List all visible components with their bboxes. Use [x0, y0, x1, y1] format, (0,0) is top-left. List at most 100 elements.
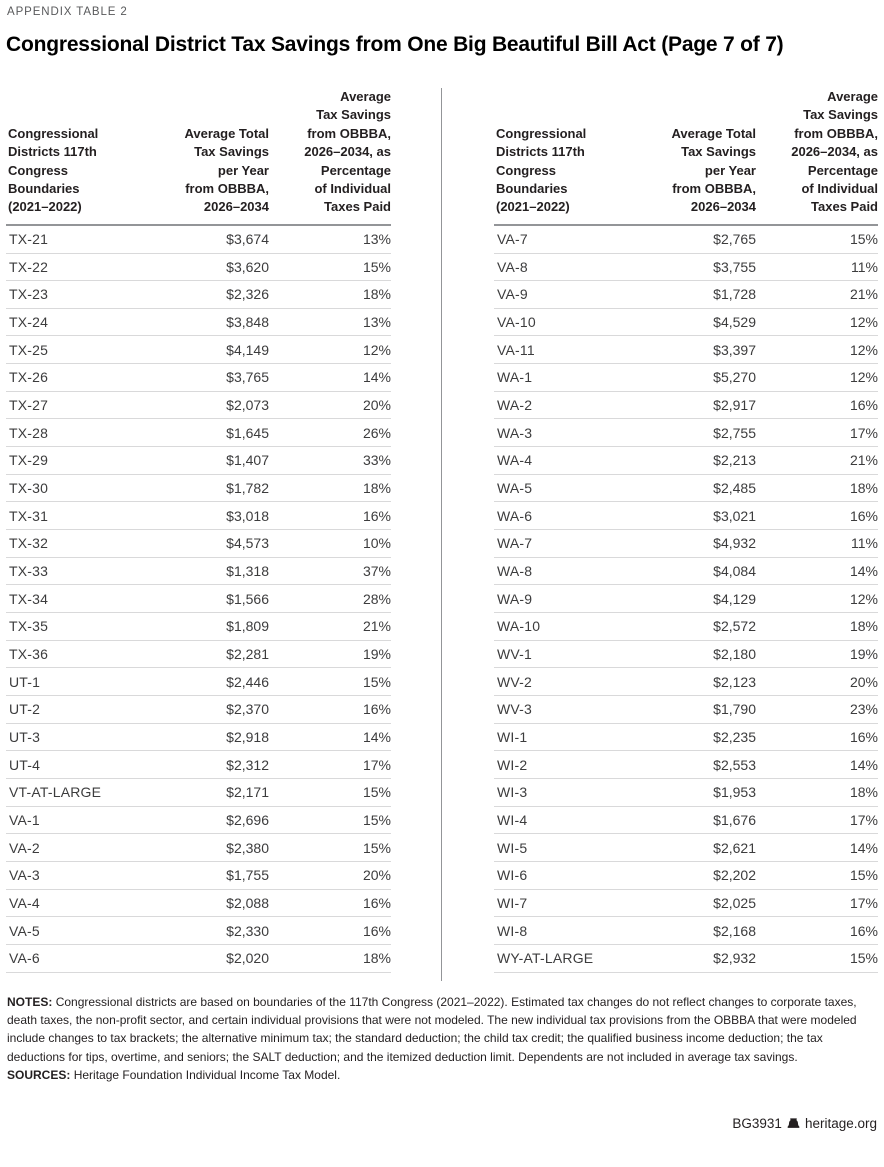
savings-cell: $2,073	[226, 397, 269, 414]
district-cell: WI-4	[497, 811, 528, 828]
percentage-cell: 11%	[851, 258, 878, 275]
district-cell: VA-2	[9, 839, 40, 856]
table-row: WA-2 $2,917 16%	[494, 392, 878, 420]
district-cell: VA-10	[497, 314, 536, 331]
district-cell: WA-3	[497, 424, 533, 441]
district-cell: TX-36	[9, 646, 49, 663]
savings-cell: $2,330	[226, 922, 269, 939]
savings-cell: $3,397	[713, 341, 756, 358]
percentage-cell: 11%	[851, 535, 878, 552]
district-cell: TX-34	[9, 590, 49, 607]
district-cell: WI-7	[497, 894, 528, 911]
percentage-cell: 21%	[849, 286, 878, 303]
table-header-row: Congressional Districts 117th Congress B…	[6, 88, 391, 226]
table-row: WI-8 $2,168 16%	[494, 917, 878, 945]
column-header-savings: Average Total Tax Savings per Year from …	[184, 125, 269, 215]
table-row: TX-22 $3,620 15%	[6, 254, 391, 282]
savings-cell: $2,123	[713, 673, 756, 690]
sources-label: SOURCES:	[7, 1068, 71, 1083]
table-row: WA-8 $4,084 14%	[494, 558, 878, 586]
table-row: WI-2 $2,553 14%	[494, 751, 878, 779]
table-row: VA-10 $4,529 12%	[494, 309, 878, 337]
table-row: VA-1 $2,696 15%	[6, 807, 391, 835]
table-header-row: Congressional Districts 117th Congress B…	[494, 88, 878, 226]
table-row: VA-7 $2,765 15%	[494, 226, 878, 254]
column-header-district: Congressional Districts 117th Congress B…	[8, 125, 99, 215]
page-title: Congressional District Tax Savings from …	[6, 33, 784, 56]
savings-cell: $3,620	[226, 258, 269, 275]
sources-paragraph: SOURCES: Heritage Foundation Individual …	[7, 1066, 878, 1084]
percentage-cell: 20%	[362, 397, 391, 414]
table-row: WA-6 $3,021 16%	[494, 502, 878, 531]
district-cell: WA-1	[497, 369, 533, 386]
savings-cell: $3,755	[713, 258, 756, 275]
district-cell: VA-4	[9, 894, 40, 911]
percentage-cell: 16%	[849, 507, 878, 524]
savings-cell: $1,318	[226, 563, 269, 580]
district-cell: TX-33	[9, 563, 49, 580]
district-cell: WV-3	[497, 701, 533, 718]
savings-cell: $4,084	[713, 563, 756, 580]
percentage-cell: 17%	[362, 756, 391, 773]
liberty-bell-icon	[787, 1117, 800, 1130]
percentage-cell: 17%	[849, 811, 878, 828]
percentage-cell: 20%	[362, 867, 391, 884]
savings-cell: $2,485	[713, 480, 756, 497]
percentage-cell: 16%	[362, 701, 391, 718]
table-row: WV-2 $2,123 20%	[494, 668, 878, 696]
savings-cell: $1,782	[226, 480, 269, 497]
savings-cell: $2,180	[713, 646, 756, 663]
percentage-cell: 13%	[362, 231, 391, 248]
percentage-cell: 15%	[362, 811, 391, 828]
percentage-cell: 14%	[849, 563, 878, 580]
document-page: APPENDIX TABLE 2 Congressional District …	[6, 6, 878, 1131]
district-cell: WA-6	[497, 507, 533, 524]
savings-cell: $2,696	[226, 811, 269, 828]
district-cell: UT-2	[9, 701, 41, 718]
percentage-cell: 15%	[849, 867, 878, 884]
percentage-cell: 12%	[849, 590, 878, 607]
table-row: TX-32 $4,573 10%	[6, 530, 391, 558]
savings-cell: $2,213	[713, 452, 756, 469]
district-cell: WA-7	[497, 535, 533, 552]
percentage-cell: 13%	[362, 314, 391, 331]
district-cell: WI-1	[497, 728, 528, 745]
district-cell: VA-9	[497, 286, 528, 303]
percentage-cell: 26%	[362, 424, 391, 441]
district-cell: TX-30	[9, 480, 49, 497]
notes-label: NOTES:	[7, 994, 53, 1009]
table-row: WI-1 $2,235 16%	[494, 724, 878, 752]
district-cell: TX-35	[9, 618, 49, 635]
table-row: WV-1 $2,180 19%	[494, 641, 878, 669]
district-cell: WY-AT-LARGE	[497, 950, 594, 967]
percentage-cell: 15%	[849, 231, 878, 248]
table-row: TX-28 $1,645 26%	[6, 419, 391, 448]
percentage-cell: 28%	[362, 590, 391, 607]
percentage-cell: 16%	[362, 507, 391, 524]
table-row: UT-4 $2,312 17%	[6, 751, 391, 779]
savings-cell: $2,917	[713, 397, 756, 414]
table-row: WA-10 $2,572 18%	[494, 613, 878, 641]
savings-cell: $3,674	[226, 231, 269, 248]
district-cell: VA-3	[9, 867, 40, 884]
district-cell: VA-6	[9, 950, 40, 967]
savings-cell: $3,765	[226, 369, 269, 386]
percentage-cell: 12%	[849, 341, 878, 358]
table-row: WA-4 $2,213 21%	[494, 447, 878, 475]
percentage-cell: 16%	[849, 922, 878, 939]
sources-text: Heritage Foundation Individual Income Ta…	[73, 1068, 341, 1083]
percentage-cell: 15%	[362, 784, 391, 801]
district-cell: VA-1	[9, 811, 40, 828]
percentage-cell: 21%	[849, 452, 878, 469]
savings-cell: $1,755	[226, 867, 269, 884]
percentage-cell: 19%	[362, 646, 391, 663]
savings-cell: $4,932	[713, 535, 756, 552]
savings-cell: $2,235	[713, 728, 756, 745]
table-row: WI-6 $2,202 15%	[494, 862, 878, 890]
percentage-cell: 14%	[362, 728, 391, 745]
savings-cell: $1,809	[226, 618, 269, 635]
column-header-savings: Average Total Tax Savings per Year from …	[671, 125, 756, 215]
table-row: WA-7 $4,932 11%	[494, 530, 878, 558]
savings-cell: $1,645	[226, 424, 269, 441]
table-row: TX-27 $2,073 20%	[6, 392, 391, 420]
